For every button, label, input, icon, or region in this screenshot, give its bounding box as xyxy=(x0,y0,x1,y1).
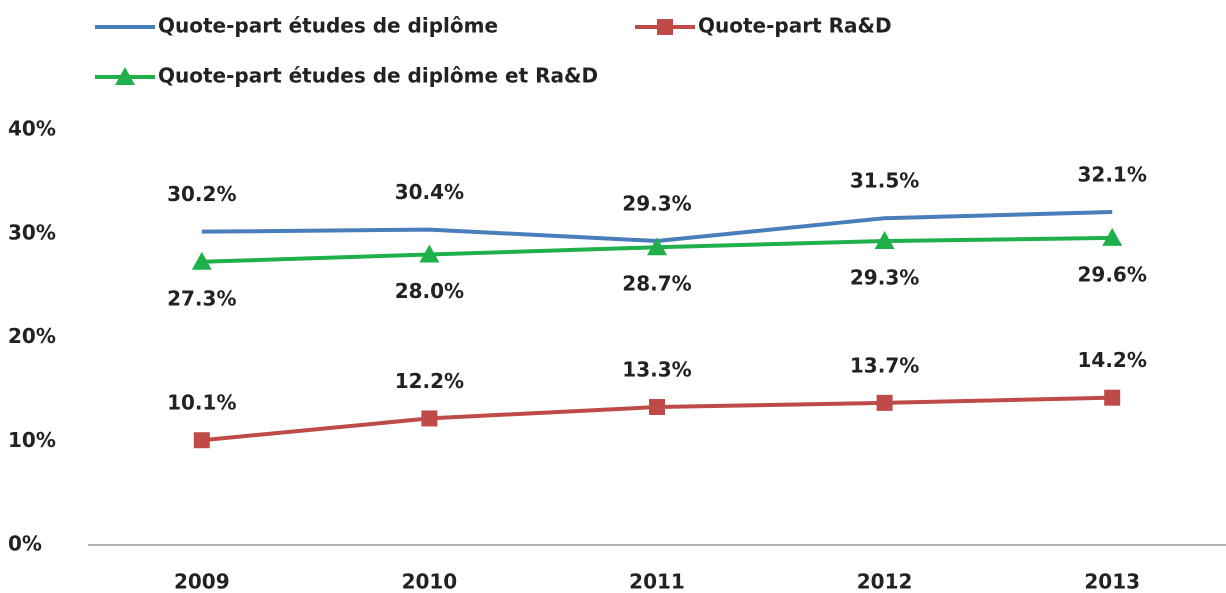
data-label: 10.1% xyxy=(167,391,236,415)
x-tick-label: 2013 xyxy=(1084,570,1140,593)
marker xyxy=(193,432,210,449)
marker xyxy=(647,237,667,256)
legend-label: Quote-part études de diplôme xyxy=(158,14,498,38)
y-tick-label: 20% xyxy=(8,324,56,348)
data-label: 32.1% xyxy=(1078,162,1147,186)
data-label: 30.2% xyxy=(167,182,236,206)
marker xyxy=(649,399,665,416)
marker xyxy=(191,251,212,270)
marker xyxy=(657,19,673,35)
data-label: 30.4% xyxy=(395,180,464,204)
marker xyxy=(874,231,895,250)
marker xyxy=(115,67,135,85)
x-tick-label: 2011 xyxy=(629,570,685,593)
x-tick-label: 2010 xyxy=(402,570,458,593)
data-label: 13.3% xyxy=(622,358,691,382)
marker xyxy=(1104,389,1121,406)
data-label: 13.7% xyxy=(850,353,919,377)
x-tick-label: 2012 xyxy=(857,570,913,593)
y-tick-label: 40% xyxy=(8,117,56,141)
marker xyxy=(421,410,438,427)
line xyxy=(201,209,1113,244)
y-tick-label: 30% xyxy=(8,220,56,244)
x-tick-label: 2009 xyxy=(174,570,230,593)
marker xyxy=(876,394,893,411)
data-label: 28.0% xyxy=(395,279,464,303)
marker xyxy=(419,244,440,263)
data-label: 28.7% xyxy=(622,272,691,296)
data-label: 27.3% xyxy=(167,286,236,310)
data-label: 29.6% xyxy=(1078,262,1147,286)
y-tick-label: 0% xyxy=(8,532,42,556)
data-label: 12.2% xyxy=(395,369,464,393)
legend-label: Quote-part Ra&D xyxy=(698,14,892,38)
data-label: 14.2% xyxy=(1078,348,1147,372)
y-tick-label: 10% xyxy=(8,428,56,452)
data-label: 31.5% xyxy=(850,169,919,193)
marker xyxy=(1102,227,1123,246)
legend-label: Quote-part études de diplôme et Ra&D xyxy=(158,64,598,88)
data-label: 29.3% xyxy=(622,192,691,216)
data-label: 29.3% xyxy=(850,266,919,290)
